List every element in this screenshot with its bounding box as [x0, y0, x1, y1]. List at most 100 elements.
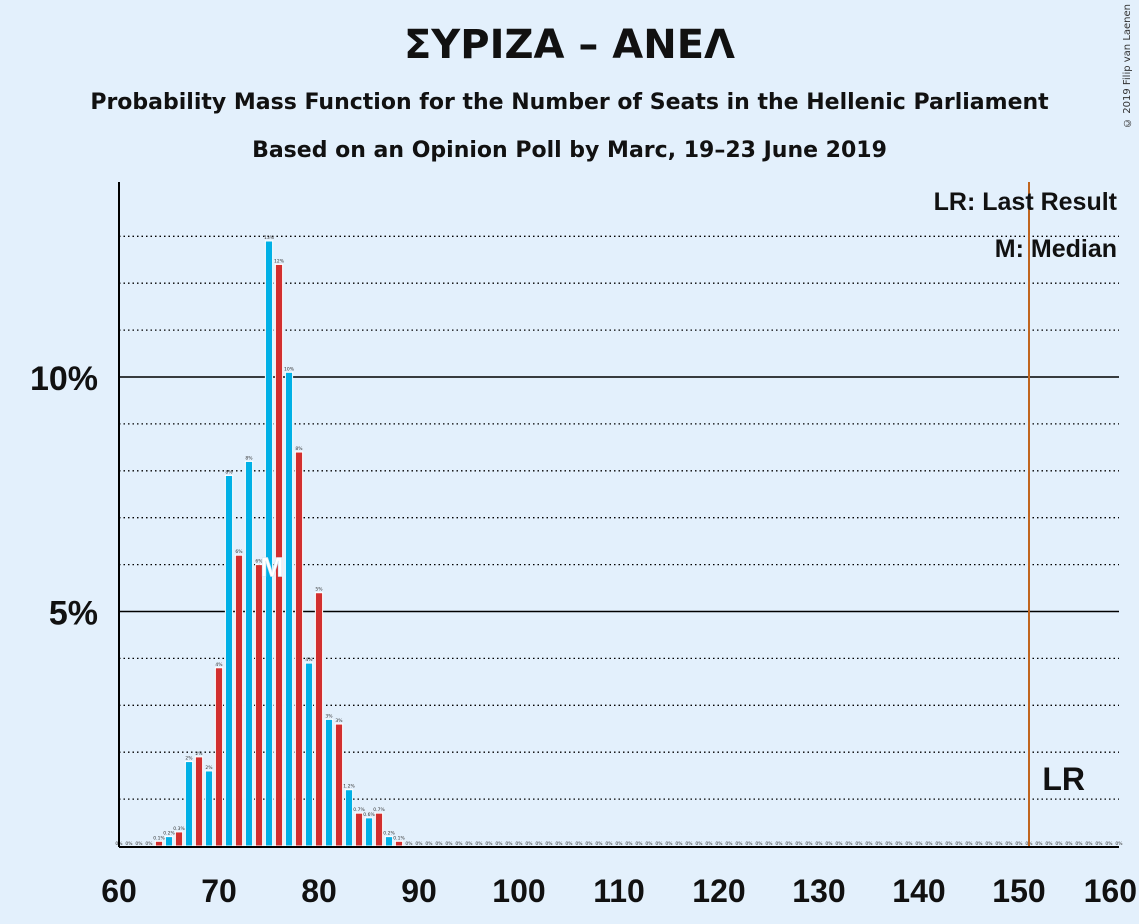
- bar: [304, 662, 314, 847]
- bar: [394, 840, 404, 847]
- bar-value-label: 0%: [1095, 841, 1103, 847]
- bar-value-label: 0%: [655, 841, 663, 847]
- bar-value-label: 0%: [975, 841, 983, 847]
- chart-source: Based on an Opinion Poll by Marc, 19–23 …: [252, 138, 887, 163]
- bar-value-label: 0%: [1075, 841, 1083, 847]
- bar-value-label: 0%: [545, 841, 553, 847]
- bar-value-label: 0%: [1045, 841, 1053, 847]
- bar-value-label: 0%: [885, 841, 893, 847]
- bar-value-label: 2%: [185, 756, 193, 762]
- bar: [234, 554, 244, 847]
- bar-value-label: 0%: [1055, 841, 1063, 847]
- median-marker: M: [260, 552, 283, 583]
- bar: [374, 812, 384, 847]
- bar-value-label: 0%: [665, 841, 673, 847]
- bar-value-label: 0%: [405, 841, 413, 847]
- last-result-label: LR: [1042, 761, 1085, 797]
- bar-value-label: 0.7%: [373, 807, 385, 813]
- bar: [184, 761, 194, 847]
- bar: [334, 723, 344, 847]
- x-tick-label: 80: [301, 873, 337, 909]
- bar-value-label: 0%: [505, 841, 513, 847]
- bar: [354, 812, 364, 847]
- bar-value-label: 0%: [755, 841, 763, 847]
- bar-value-label: 0%: [965, 841, 973, 847]
- bar-value-label: 0%: [775, 841, 783, 847]
- bar-value-label: 0%: [565, 841, 573, 847]
- bar-value-label: 5%: [315, 587, 323, 593]
- bar-value-label: 0%: [705, 841, 713, 847]
- bar: [174, 831, 184, 847]
- bar-value-label: 0%: [895, 841, 903, 847]
- bar: [244, 460, 254, 847]
- bar-value-label: 3%: [325, 713, 333, 719]
- bar-value-label: 0.7%: [353, 807, 365, 813]
- bar-value-label: 0%: [1065, 841, 1073, 847]
- chart-title: ΣΥΡΙΖΑ – ΑΝΕΛ: [403, 22, 735, 68]
- legend-last-result: LR: Last Result: [934, 188, 1118, 216]
- bar-value-label: 8%: [295, 446, 303, 452]
- bar-value-label: 0%: [765, 841, 773, 847]
- bar-value-label: 6%: [235, 549, 243, 555]
- bar-value-label: 8%: [225, 469, 233, 475]
- x-tick-label: 160: [1084, 873, 1137, 909]
- bar: [204, 770, 214, 847]
- x-tick-label: 90: [401, 873, 437, 909]
- bar-value-label: 0%: [615, 841, 623, 847]
- bar-value-label: 0%: [1085, 841, 1093, 847]
- bar-value-label: 0%: [845, 841, 853, 847]
- bar: [364, 817, 374, 847]
- bar-value-label: 0%: [415, 841, 423, 847]
- bar: [264, 240, 274, 847]
- bar-value-label: 0%: [805, 841, 813, 847]
- bar-value-label: 12%: [274, 258, 285, 264]
- bar-value-label: 0%: [935, 841, 943, 847]
- bar: [224, 474, 234, 847]
- bar-value-label: 0%: [485, 841, 493, 847]
- bar-value-label: 0%: [475, 841, 483, 847]
- bar-value-label: 0%: [835, 841, 843, 847]
- bar-value-label: 0.2%: [163, 831, 175, 837]
- bar-value-label: 0%: [495, 841, 503, 847]
- bar-value-label: 0%: [645, 841, 653, 847]
- x-tick-label: 110: [593, 873, 645, 909]
- x-tick-label: 130: [792, 873, 845, 909]
- bar-value-label: 10%: [284, 366, 295, 372]
- bar-value-label: 0%: [425, 841, 433, 847]
- bar-value-label: 0%: [465, 841, 473, 847]
- bar-value-label: 2%: [195, 751, 203, 757]
- bar-value-label: 0%: [535, 841, 543, 847]
- bar: [154, 840, 164, 847]
- y-tick-label: 5%: [49, 595, 98, 633]
- bar-value-label: 0%: [575, 841, 583, 847]
- bar-value-label: 0%: [675, 841, 683, 847]
- bar-value-label: 0%: [1035, 841, 1043, 847]
- bar-value-label: 4%: [305, 657, 313, 663]
- bar-value-label: 0%: [555, 841, 563, 847]
- bar: [164, 836, 174, 847]
- bar-value-label: 0.3%: [173, 826, 185, 832]
- bar: [214, 667, 224, 847]
- bar-value-label: 0%: [735, 841, 743, 847]
- bar: [254, 564, 264, 847]
- bar-value-label: 0%: [1015, 841, 1023, 847]
- bar: [294, 451, 304, 847]
- bar-value-label: 0%: [865, 841, 873, 847]
- x-tick-label: 140: [892, 873, 945, 909]
- bar-value-label: 0%: [135, 841, 143, 847]
- x-tick-label: 60: [101, 873, 137, 909]
- chart-subtitle: Probability Mass Function for the Number…: [90, 90, 1049, 115]
- bar-value-label: 0.2%: [383, 831, 395, 837]
- x-tick-label: 70: [201, 873, 237, 909]
- bar-value-label: 0%: [855, 841, 863, 847]
- bar-value-label: 0%: [875, 841, 883, 847]
- bar-value-label: 0%: [635, 841, 643, 847]
- bar-value-label: 0%: [605, 841, 613, 847]
- bar-value-label: 0%: [925, 841, 933, 847]
- bar-value-label: 0%: [825, 841, 833, 847]
- bar-value-label: 0%: [1105, 841, 1113, 847]
- bar-value-label: 0%: [985, 841, 993, 847]
- bar: [324, 718, 334, 847]
- bar-value-label: 0%: [745, 841, 753, 847]
